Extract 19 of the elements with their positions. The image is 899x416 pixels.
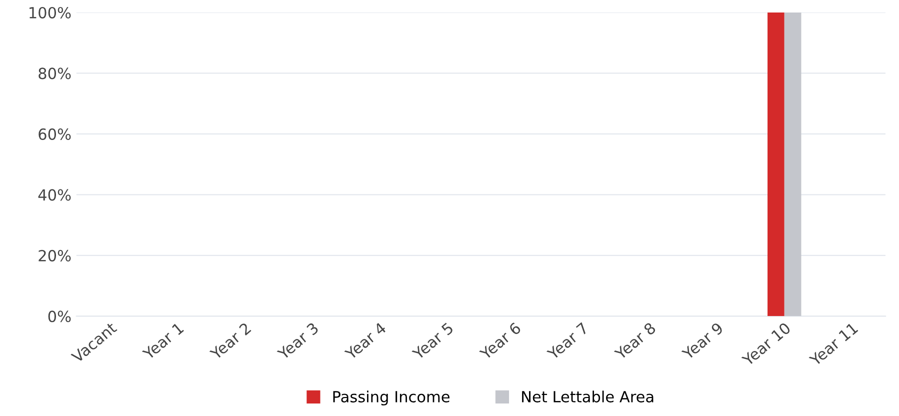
x-tick-label: Year 8 — [614, 322, 656, 360]
y-tick-label: 40% — [38, 189, 71, 201]
y-tick-label: 0% — [48, 310, 71, 322]
y-tick-label: 100% — [30, 6, 71, 18]
x-tick-label: Year 2 — [209, 322, 252, 360]
legend-label: Passing Income — [333, 390, 450, 406]
y-tick-label: 20% — [38, 250, 71, 262]
x-tick-label: Year 11 — [808, 322, 858, 367]
x-tick-label: Year 5 — [412, 322, 454, 360]
x-tick-label: Year 9 — [681, 322, 724, 360]
y-tick-label: 80% — [38, 68, 71, 80]
x-tick-label: Year 3 — [276, 322, 320, 360]
x-tick-label: Year 4 — [344, 322, 387, 360]
x-tick-label: Year 6 — [478, 322, 522, 360]
x-tick-label: Year 1 — [142, 322, 184, 360]
y-tick-label: 60% — [38, 128, 71, 140]
x-tick-label: Year 10 — [741, 322, 792, 367]
x-tick-label: Year 7 — [546, 322, 589, 360]
legend-label: Net Lettable Area — [522, 390, 654, 402]
